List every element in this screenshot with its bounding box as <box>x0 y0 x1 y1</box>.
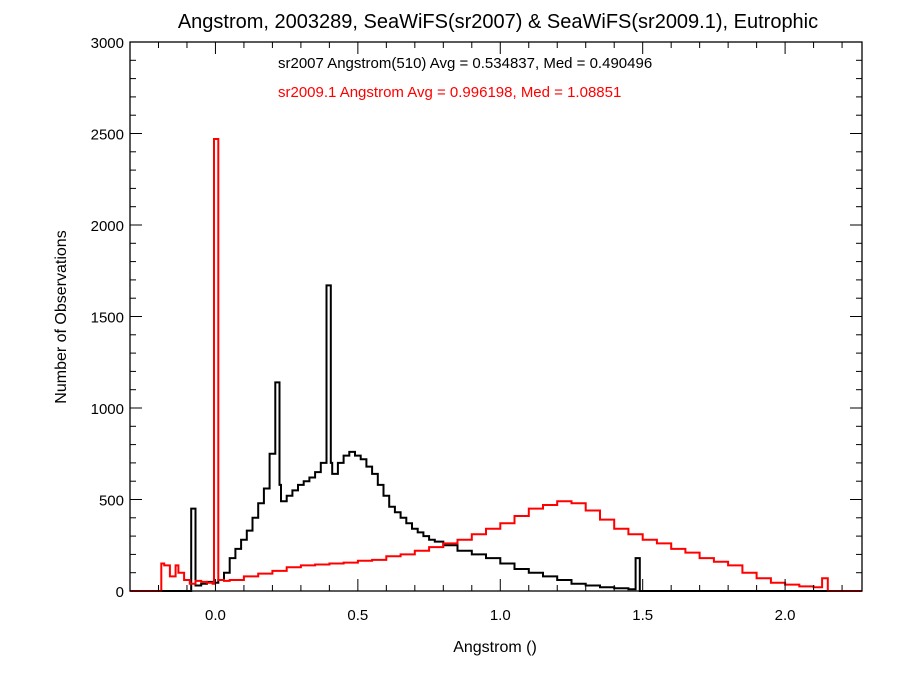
y-tick-label: 1000 <box>91 401 124 418</box>
y-tick-label: 2000 <box>91 218 124 235</box>
x-axis-label: Angstrom () <box>453 639 537 656</box>
x-tick-label: 1.0 <box>490 607 511 624</box>
series-layer <box>130 138 862 592</box>
y-axis-label: Number of Observations <box>53 230 70 403</box>
y-tick-label: 1500 <box>91 310 124 327</box>
histogram-series-0 <box>130 284 862 592</box>
axes-layer: 0.0 0.5 1.0 1.5 2.0 0 500 1000 1500 2000 2500 3000 <box>91 35 863 624</box>
chart-title: Angstrom, 2003289, SeaWiFS(sr2007) & Sea… <box>178 11 818 33</box>
y-tick-label: 0 <box>116 584 124 601</box>
x-tick-label: 2.0 <box>775 607 796 624</box>
y-tick-label: 3000 <box>91 35 124 52</box>
y-tick-label: 500 <box>99 493 124 510</box>
x-tick-label: 0.0 <box>205 607 226 624</box>
y-tick-label: 2500 <box>91 127 124 144</box>
annotation-sr2009-stats: sr2009.1 Angstrom Avg = 0.996198, Med = … <box>278 84 621 101</box>
x-tick-label: 0.5 <box>347 607 368 624</box>
x-tick-label: 1.5 <box>632 607 653 624</box>
plot-frame <box>129 41 863 592</box>
histogram-series-1 <box>130 138 862 592</box>
annotation-sr2007-stats: sr2007 Angstrom(510) Avg = 0.534837, Med… <box>278 55 652 72</box>
